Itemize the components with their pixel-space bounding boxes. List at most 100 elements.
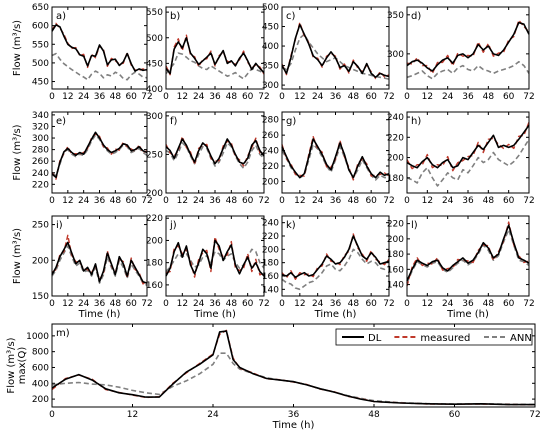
y-tick-label: 250 [32, 221, 49, 231]
axes-frame [406, 111, 530, 194]
series-ann-line [406, 138, 530, 187]
x-tick-label: 60 [125, 299, 137, 309]
y-axis-label: Flow (m³/s) [12, 20, 23, 76]
y-tick-label: 140 [262, 285, 279, 295]
y-tick-label: 300 [387, 50, 404, 60]
x-tick-label: 36 [462, 299, 474, 309]
x-tick-label: 48 [226, 299, 238, 309]
y-tick-label: 340 [32, 111, 49, 121]
x-tick-label: 12 [177, 299, 188, 309]
series-dl-line [51, 241, 148, 284]
x-tick-label: 72 [141, 299, 152, 309]
x-tick-label: 12 [294, 92, 305, 102]
y-tick-label: 200 [387, 235, 404, 245]
y-tick-label: 160 [262, 272, 279, 282]
y-tick-label: 550 [32, 40, 49, 50]
x-axis-label: Time (h) [446, 309, 489, 320]
series-measured-line [51, 234, 148, 285]
y-tick-label: 200 [387, 154, 404, 164]
y-tick-label: 350 [262, 62, 279, 72]
series-dl-line [165, 239, 265, 277]
x-tick-label: 24 [442, 299, 454, 309]
axes-frame [281, 111, 390, 194]
x-tick-label: 48 [348, 299, 360, 309]
y-tick-label: 500 [32, 59, 49, 69]
x-tick-label: 0 [404, 196, 410, 206]
y-axis-label-secondary: max(Q) [17, 347, 28, 385]
x-tick-label: 72 [523, 196, 534, 206]
panel-label: i) [56, 220, 63, 231]
x-tick-label: 60 [503, 299, 515, 309]
series-dl-line [51, 131, 148, 179]
y-tick-label: 220 [32, 180, 49, 190]
panel-d: 0 12 24 36 48 60 72 300 350 d) [387, 6, 535, 102]
x-tick-label: 60 [365, 196, 377, 206]
series-ann-line [165, 142, 265, 170]
panel-m: 0 12 24 36 48 60 72 200 400 600 800 1000 m) Time (h) F… [6, 323, 541, 431]
y-tick-label: 500 [262, 3, 279, 13]
x-tick-label: 48 [483, 299, 495, 309]
x-tick-label: 24 [78, 196, 90, 206]
series-measured-line [165, 236, 265, 278]
x-tick-label: 72 [529, 410, 540, 420]
legend-label-ann: ANN [510, 333, 532, 344]
panel-h: 0 12 24 36 48 60 72 180 200 220 240 h) [387, 111, 535, 206]
x-tick-label: 12 [62, 196, 73, 206]
series-dl-line [165, 138, 265, 165]
y-tick-label: 200 [146, 236, 163, 246]
panel-a: 0 12 24 36 48 60 72 450 500 550 600 650 a) Flow (m³/s… [12, 3, 153, 102]
y-tick-label: 650 [32, 3, 49, 13]
y-tick-label: 150 [32, 292, 49, 302]
legend: DL measured ANN [335, 328, 533, 346]
y-tick-label: 200 [32, 395, 49, 405]
x-tick-label: 72 [523, 92, 534, 102]
panel-g: 0 12 24 36 48 60 72 200 220 240 260 280 g) [262, 111, 395, 206]
y-tick-label: 140 [387, 281, 404, 291]
panel-label: c) [286, 11, 295, 22]
y-tick-label: 180 [387, 174, 404, 184]
x-tick-label: 24 [442, 196, 454, 206]
x-tick-label: 0 [279, 92, 285, 102]
y-tick-label: 400 [32, 379, 49, 389]
x-tick-label: 12 [294, 299, 305, 309]
y-tick-label: 240 [262, 147, 279, 157]
x-tick-label: 0 [163, 92, 169, 102]
x-tick-label: 60 [242, 196, 254, 206]
series-dl-line [406, 224, 530, 282]
series-dl-line [281, 23, 390, 79]
panel-label: m) [56, 328, 70, 339]
panel-label: g) [286, 116, 296, 127]
series-measured-line [406, 221, 530, 287]
series-dl-line [406, 21, 530, 72]
x-tick-label: 0 [163, 299, 169, 309]
x-tick-label: 0 [404, 92, 410, 102]
series-dl-line [51, 330, 535, 406]
x-tick-label: 36 [462, 196, 474, 206]
y-tick-label: 250 [146, 150, 163, 160]
series-ann-line [165, 52, 265, 80]
y-tick-label: 400 [146, 85, 163, 95]
panel-c: 0 12 24 36 48 60 72 300 350 400 450 500 c) [262, 3, 395, 102]
axes-frame [406, 6, 530, 90]
panel-label: a) [56, 11, 66, 22]
series-dl-line [165, 37, 265, 75]
x-tick-label: 72 [523, 299, 534, 309]
x-tick-label: 48 [483, 196, 495, 206]
y-tick-label: 160 [146, 281, 163, 291]
y-tick-label: 240 [387, 113, 404, 123]
axes-frame [281, 6, 390, 90]
series-dl-line [281, 138, 390, 179]
y-tick-label: 220 [146, 214, 163, 224]
y-tick-label: 450 [32, 78, 49, 88]
x-tick-label: 72 [141, 92, 152, 102]
x-tick-label: 24 [312, 92, 324, 102]
x-tick-label: 36 [94, 299, 106, 309]
x-tick-label: 72 [383, 196, 394, 206]
y-tick-label: 200 [32, 256, 49, 266]
panel-label: l) [411, 220, 418, 231]
x-tick-label: 48 [110, 196, 122, 206]
x-tick-label: 60 [503, 92, 515, 102]
series-measured-line [406, 121, 530, 172]
y-tick-label: 280 [262, 116, 279, 126]
x-tick-label: 0 [49, 299, 55, 309]
